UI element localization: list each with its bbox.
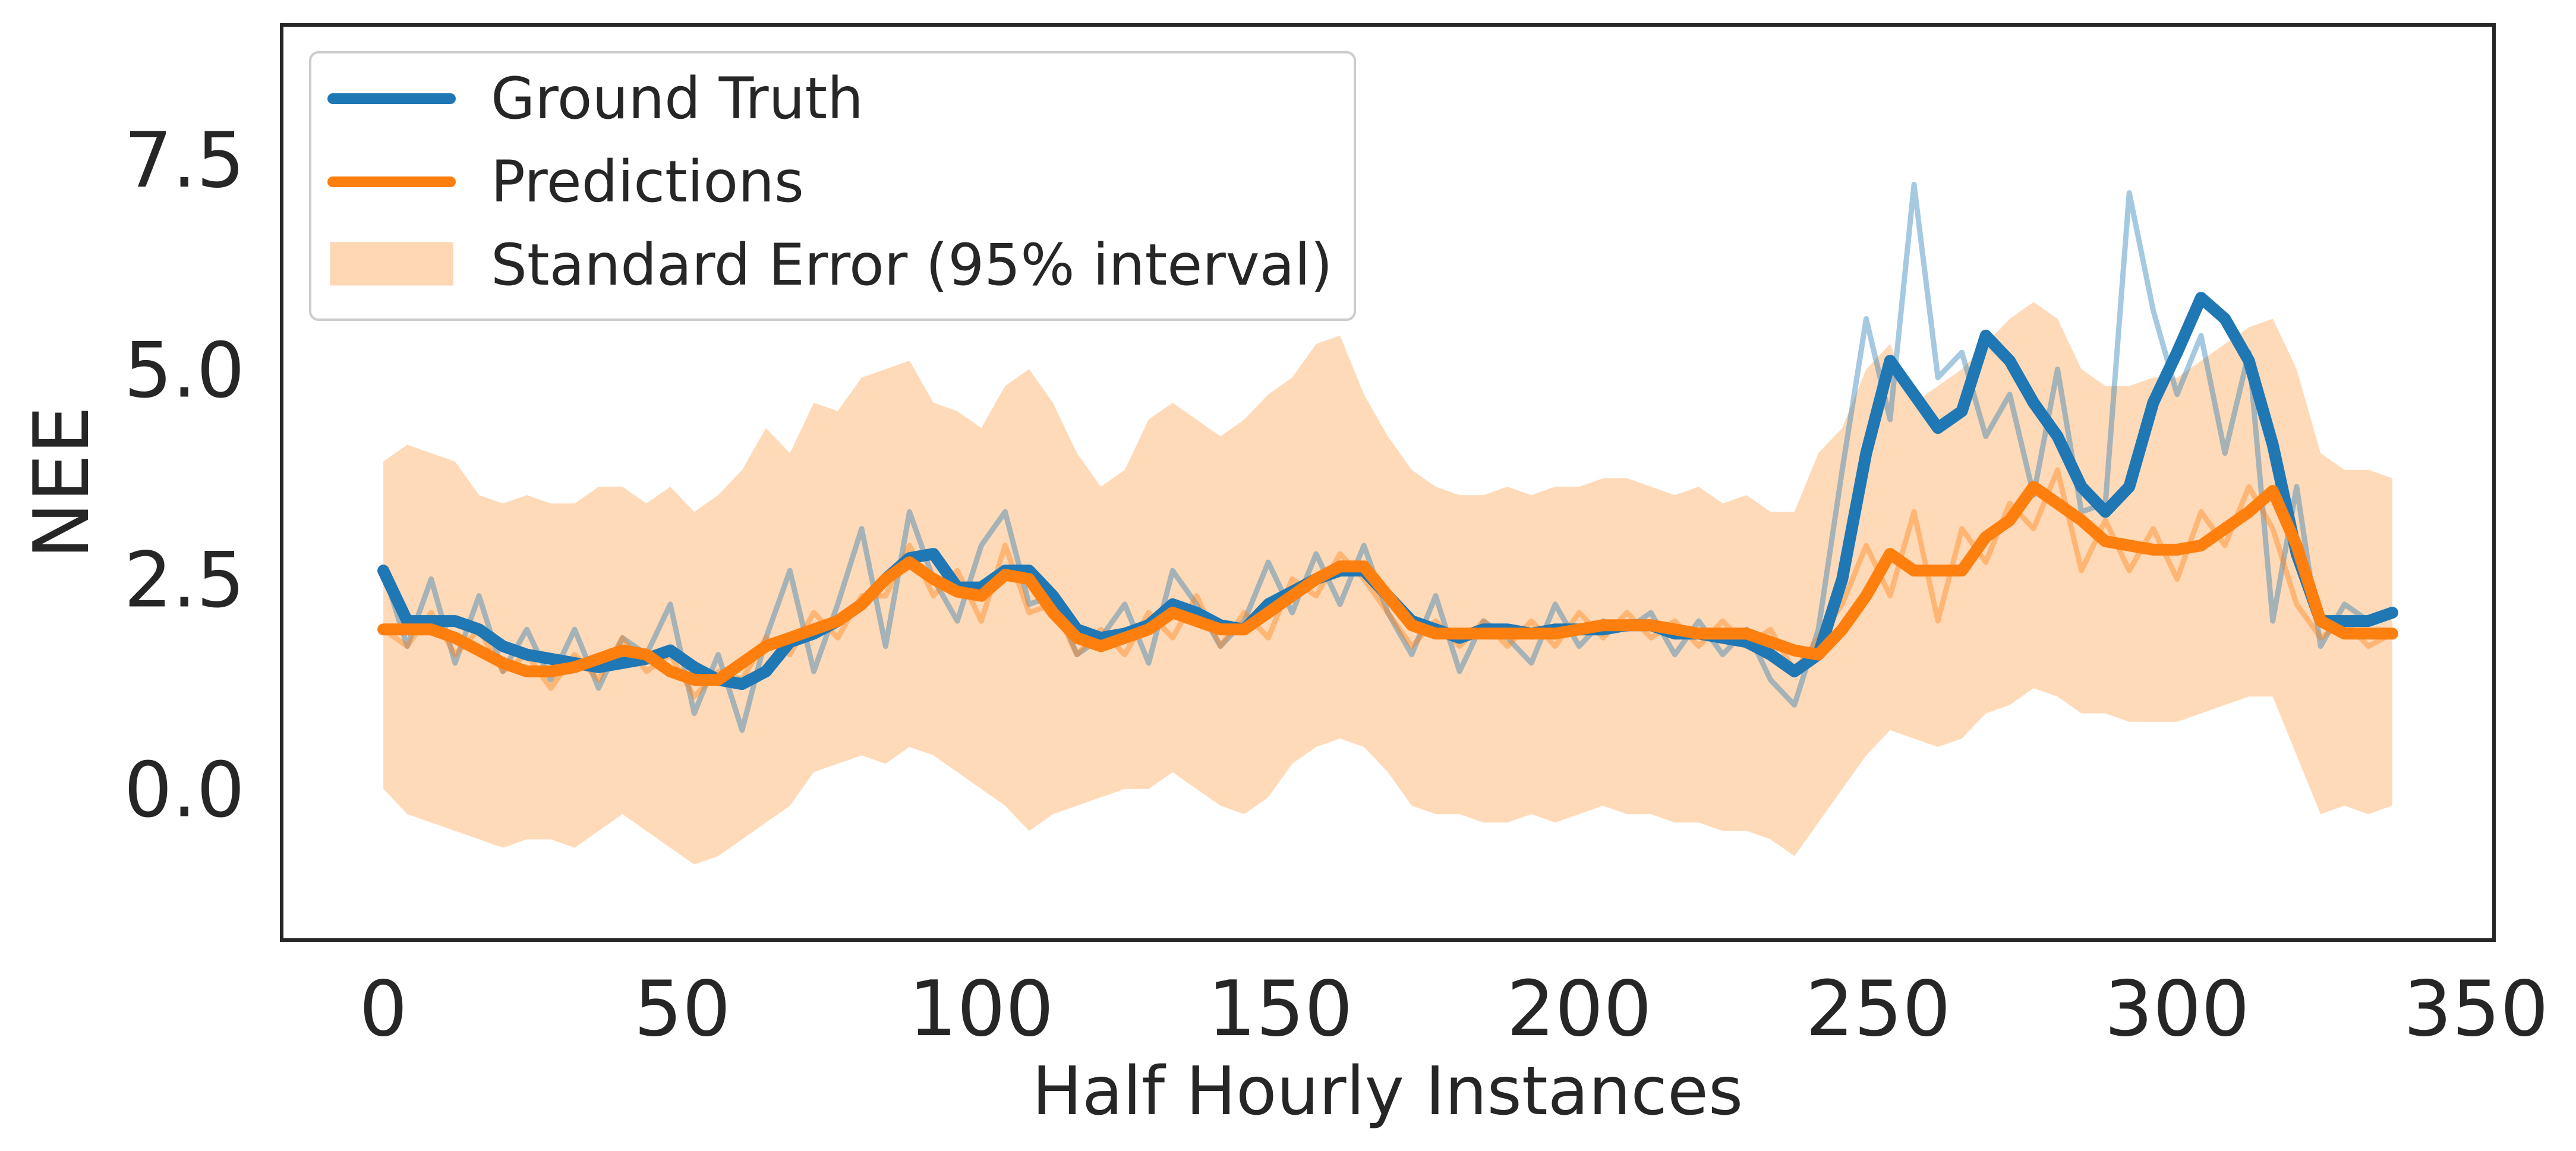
predictions-raw-line [381, 467, 2394, 699]
x-tick-label: 50 [634, 965, 731, 1054]
y-tick-labels: 0.0 2.5 5.0 7.5 [124, 116, 245, 835]
ground-truth-raw-line [380, 181, 2394, 733]
plot-frame [280, 23, 2496, 942]
smoothed-lines-layer [377, 292, 2398, 690]
y-axis-label: NEE [18, 406, 106, 559]
x-tick-label: 250 [1805, 965, 1950, 1054]
legend-label-predictions: Predictions [491, 149, 804, 215]
y-tick-label: 7.5 [124, 116, 245, 205]
x-tick-label: 0 [359, 965, 407, 1054]
x-tick-label: 100 [909, 965, 1054, 1054]
standard-error-band-layer [383, 302, 2392, 865]
legend-box [309, 51, 1356, 321]
x-axis-label: Half Hourly Instances [1032, 1053, 1743, 1130]
x-tick-label: 150 [1207, 965, 1352, 1054]
x-tick-label: 350 [2404, 965, 2549, 1054]
predictions-line [377, 481, 2398, 686]
x-tick-labels: 0 50 100 150 200 250 300 350 [359, 965, 2549, 1054]
standard-error-band [383, 302, 2392, 865]
legend-swatch-standard-error [330, 242, 453, 286]
raw-lines-layer [380, 181, 2394, 733]
y-tick-label: 2.5 [124, 536, 245, 625]
y-tick-label: 0.0 [124, 746, 245, 835]
x-tick-label: 300 [2105, 965, 2250, 1054]
y-tick-label: 5.0 [124, 326, 245, 415]
legend-label-standard-error: Standard Error (95% interval) [491, 232, 1333, 298]
legend: Ground Truth Predictions Standard Error … [309, 51, 1356, 321]
legend-label-ground-truth: Ground Truth [491, 65, 863, 132]
x-tick-label: 200 [1506, 965, 1651, 1054]
